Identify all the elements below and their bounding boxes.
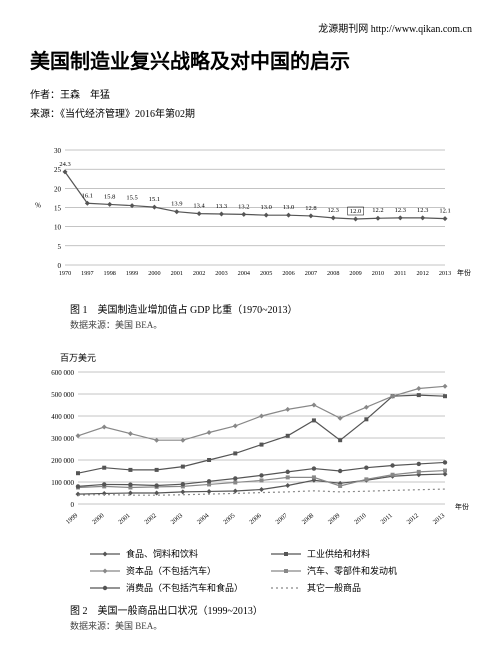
svg-text:2001: 2001: [117, 512, 131, 526]
source-line: 来源：《当代经济管理》2016年第02期: [30, 105, 472, 120]
chart1-caption: 图 1 美国制造业增加值占 GDP 比重（1970~2013）: [70, 301, 472, 316]
svg-text:2002: 2002: [143, 512, 157, 526]
svg-text:2001: 2001: [171, 270, 183, 277]
svg-text:500 000: 500 000: [51, 391, 74, 399]
chart2-source: 数据来源：美国 BEA。: [70, 619, 472, 632]
svg-text:2012: 2012: [416, 270, 428, 277]
svg-text:2008: 2008: [327, 270, 339, 277]
chart2-legend: 食品、饲料和饮料 工业供给和材料资本品（不包括汽车） 汽车、零部件和发动机消费品（不…: [90, 547, 432, 594]
svg-text:12.3: 12.3: [328, 207, 339, 214]
svg-text:12.2: 12.2: [372, 207, 383, 214]
author-line: 作者：王森 年猛: [30, 86, 472, 101]
svg-text:15.8: 15.8: [104, 193, 115, 200]
svg-text:年份: 年份: [457, 268, 471, 277]
svg-text:2009: 2009: [349, 270, 361, 277]
chart1: 051015202530%24.316.115.815.515.113.913.…: [30, 140, 472, 290]
svg-text:24.3: 24.3: [59, 161, 70, 168]
svg-text:2006: 2006: [248, 512, 263, 526]
legend-label: 其它一般商品: [307, 581, 361, 594]
legend-item: 消费品（不包括汽车和食品）: [90, 581, 251, 594]
legend-label: 食品、饲料和饮料: [126, 547, 198, 560]
svg-text:2012: 2012: [406, 512, 420, 526]
legend-item: 资本品（不包括汽车）: [90, 564, 251, 577]
legend-label: 工业供给和材料: [307, 547, 370, 560]
svg-text:300 000: 300 000: [51, 435, 74, 443]
svg-text:2005: 2005: [260, 270, 272, 277]
svg-text:1970: 1970: [59, 270, 71, 277]
svg-text:16.1: 16.1: [82, 192, 93, 199]
header-link: 龙源期刊网 http://www.qikan.com.cn: [30, 20, 472, 35]
svg-text:2005: 2005: [222, 512, 236, 526]
svg-text:2002: 2002: [193, 270, 205, 277]
svg-text:2003: 2003: [170, 512, 184, 526]
svg-text:200 000: 200 000: [51, 457, 74, 465]
svg-text:13.0: 13.0: [260, 204, 271, 211]
site-url: http://www.qikan.com.cn: [371, 24, 472, 35]
svg-text:400 000: 400 000: [51, 413, 74, 421]
svg-text:1999: 1999: [65, 512, 79, 526]
legend-item: 汽车、零部件和发动机: [271, 564, 432, 577]
svg-text:13.2: 13.2: [238, 203, 249, 210]
svg-text:12.0: 12.0: [350, 208, 361, 215]
svg-text:12.3: 12.3: [417, 207, 428, 214]
svg-text:13.9: 13.9: [171, 201, 182, 208]
svg-text:5: 5: [58, 243, 62, 251]
svg-text:2000: 2000: [148, 270, 160, 277]
svg-text:2009: 2009: [327, 512, 341, 526]
svg-text:2004: 2004: [238, 270, 250, 277]
svg-text:15: 15: [54, 205, 62, 213]
svg-text:2010: 2010: [353, 512, 367, 526]
legend-item: 食品、饲料和饮料: [90, 547, 251, 560]
svg-text:2011: 2011: [380, 512, 394, 526]
svg-text:0: 0: [58, 262, 62, 270]
svg-text:1998: 1998: [104, 270, 116, 277]
svg-text:12.1: 12.1: [439, 208, 450, 215]
svg-text:12.8: 12.8: [305, 205, 316, 212]
svg-text:10: 10: [54, 224, 62, 232]
svg-text:600 000: 600 000: [51, 369, 74, 377]
svg-text:2013: 2013: [439, 270, 451, 277]
svg-text:2007: 2007: [275, 512, 290, 526]
chart1-container: 051015202530%24.316.115.815.515.113.913.…: [30, 140, 472, 331]
svg-text:20: 20: [54, 185, 62, 193]
author-label: 作者：: [30, 90, 60, 101]
site-name: 龙源期刊网: [318, 24, 368, 35]
chart2-caption: 图 2 美国一般商品出口状况（1999~2013）: [70, 602, 472, 617]
legend-label: 消费品（不包括汽车和食品）: [126, 581, 243, 594]
legend-label: 资本品（不包括汽车）: [126, 564, 216, 577]
legend-item: 工业供给和材料: [271, 547, 432, 560]
svg-text:13.0: 13.0: [283, 204, 294, 211]
chart2-ylabel-unit: 百万美元: [60, 351, 472, 364]
authors: 王森 年猛: [60, 90, 110, 101]
chart2-container: 百万美元 0 100 000 200 000 300 000 400 000 500 00…: [30, 351, 472, 632]
svg-text:13.4: 13.4: [193, 203, 205, 210]
svg-text:2007: 2007: [305, 270, 317, 277]
svg-text:13.3: 13.3: [216, 203, 227, 210]
svg-text:%: %: [35, 202, 41, 210]
svg-text:1999: 1999: [126, 270, 138, 277]
svg-text:2011: 2011: [394, 270, 406, 277]
svg-text:2013: 2013: [432, 512, 446, 526]
svg-text:15.1: 15.1: [149, 196, 160, 203]
svg-text:年份: 年份: [455, 502, 469, 511]
svg-text:100 000: 100 000: [51, 479, 74, 487]
svg-text:2008: 2008: [301, 512, 315, 526]
svg-text:12.3: 12.3: [395, 207, 406, 214]
article-title: 美国制造业复兴战略及对中国的启示: [30, 45, 472, 74]
svg-text:0: 0: [71, 501, 75, 509]
legend-item: 其它一般商品: [271, 581, 432, 594]
svg-text:2003: 2003: [215, 270, 227, 277]
source-text: 《当代经济管理》2016年第02期: [60, 109, 195, 120]
chart2: 0 100 000 200 000 300 000 400 000 500 000 600 …: [30, 364, 472, 534]
svg-text:15.5: 15.5: [126, 195, 137, 202]
source-label: 来源：: [30, 109, 60, 120]
legend-label: 汽车、零部件和发动机: [307, 564, 397, 577]
svg-text:1997: 1997: [81, 270, 93, 277]
svg-text:2006: 2006: [282, 270, 294, 277]
chart1-source: 数据来源：美国 BEA。: [70, 318, 472, 331]
svg-text:2010: 2010: [372, 270, 384, 277]
svg-text:2004: 2004: [196, 512, 211, 526]
svg-text:2000: 2000: [91, 512, 105, 526]
svg-text:30: 30: [54, 147, 62, 155]
